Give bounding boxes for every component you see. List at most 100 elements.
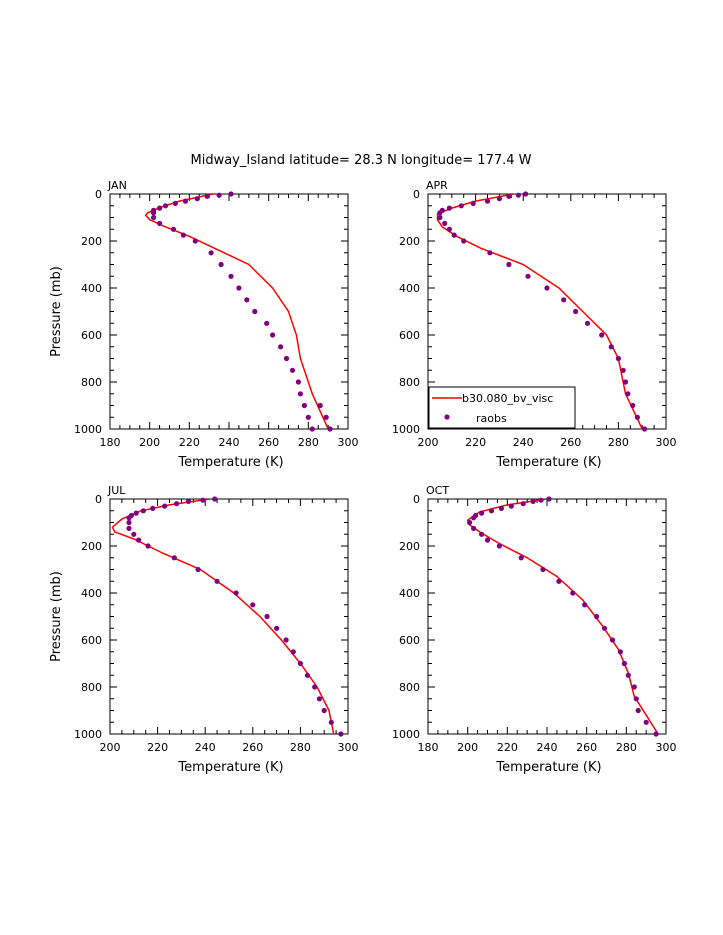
chart-0-series-raobs-point bbox=[301, 402, 307, 409]
chart-0-series-raobs-point bbox=[157, 220, 163, 226]
chart-3-series-raobs-point bbox=[609, 637, 616, 643]
chart-0-ytick-label: 0 bbox=[95, 188, 102, 201]
chart-2-series-raobs-point bbox=[297, 660, 303, 667]
chart-0-series-raobs-point bbox=[327, 426, 333, 432]
chart-1-series-raobs-point bbox=[642, 426, 648, 432]
chart-1-series-raobs-point bbox=[523, 191, 529, 197]
chart-2-ytick-label: 800 bbox=[81, 681, 102, 694]
chart-2-panel: 200 220 240 260 280 300 0 200 400 600 800 1000 JUL Te… bbox=[49, 484, 359, 775]
legend-obs-label: raobs bbox=[476, 412, 507, 425]
chart-0-series-raobs-point bbox=[172, 200, 178, 206]
chart-3-series-raobs-point bbox=[621, 660, 628, 667]
chart-1-ytick-label: 600 bbox=[399, 329, 420, 342]
chart-0-series-raobs-point bbox=[295, 379, 301, 385]
chart-1-series-model-line bbox=[436, 194, 643, 429]
chart-2-series-raobs-point bbox=[174, 501, 180, 507]
chart-0-panel: 180 200 220 240 260 280 300 0 200 400 600 800 1000 JA… bbox=[49, 179, 359, 470]
chart-0-xtick-label: 180 bbox=[100, 436, 121, 449]
chart-2-series-raobs-point bbox=[233, 590, 239, 596]
panels: 180 200 220 240 260 280 300 0 200 400 600 800 1000 JA… bbox=[49, 179, 677, 775]
chart-3-panel: 180 200 220 240 260 280 300 0 200 400 600 800 1000 OC… bbox=[392, 484, 677, 775]
chart-1-xtick-label: 300 bbox=[656, 436, 677, 449]
chart-1-series-raobs-point bbox=[573, 308, 579, 315]
legend-model-label: b30.080_bv_visc bbox=[462, 392, 553, 405]
chart-3-xtick-label: 280 bbox=[616, 741, 637, 754]
chart-1-series-raobs-point bbox=[506, 261, 512, 268]
chart-1-series-raobs-point bbox=[437, 210, 443, 216]
chart-1-series-raobs-point bbox=[487, 250, 493, 256]
chart-2-series-raobs-point bbox=[162, 503, 168, 509]
chart-2-series-raobs-point bbox=[312, 684, 318, 690]
chart-3-ytick-label: 0 bbox=[413, 493, 420, 506]
chart-0-xtick-label: 200 bbox=[139, 436, 160, 449]
chart-2-frame bbox=[109, 498, 349, 735]
chart-3-xtick-label: 220 bbox=[497, 741, 518, 754]
chart-3-series-raobs-point bbox=[496, 543, 502, 549]
chart-0-xtick-label: 280 bbox=[298, 436, 319, 449]
chart-2-ytick-label: 600 bbox=[81, 634, 102, 647]
chart-3-xtick-label: 180 bbox=[418, 741, 439, 754]
chart-2-ytick-label: 0 bbox=[95, 493, 102, 506]
chart-2-series-raobs-point bbox=[338, 731, 344, 737]
chart-1-series-raobs-point bbox=[615, 355, 622, 362]
chart-2-xtick-label: 200 bbox=[100, 741, 121, 754]
chart-3-xtick-label: 240 bbox=[537, 741, 558, 754]
chart-3-series-raobs-point bbox=[635, 707, 641, 714]
chart-0-series-raobs-point bbox=[264, 320, 270, 326]
chart-2-series-raobs-point bbox=[250, 602, 256, 608]
chart-2-series-raobs-point bbox=[316, 696, 322, 702]
figure-title: Midway_Island latitude= 28.3 N longitude… bbox=[191, 153, 532, 168]
chart-3-ytick-label: 200 bbox=[399, 540, 420, 553]
chart-3-series-raobs-point bbox=[518, 555, 524, 561]
chart-3-series-raobs-point bbox=[498, 505, 504, 511]
chart-0-series-raobs-point bbox=[244, 297, 250, 303]
chart-3-series-raobs-point bbox=[594, 613, 600, 620]
chart-0-series-raobs-point bbox=[170, 226, 177, 232]
chart-1-ytick-label: 200 bbox=[399, 235, 420, 248]
chart-2-series-raobs-point bbox=[328, 719, 334, 725]
chart-3-series-raobs-point bbox=[653, 731, 659, 737]
chart-1-series-raobs-point bbox=[446, 226, 452, 232]
chart-3-series-raobs-point bbox=[582, 602, 588, 608]
chart-3-series-raobs-point bbox=[471, 515, 477, 521]
chart-2-xlabel: Temperature (K) bbox=[177, 760, 283, 775]
chart-1-series-raobs-point bbox=[446, 205, 452, 211]
chart-2-series-raobs-point bbox=[131, 531, 137, 537]
chart-2-series-raobs-point bbox=[264, 613, 270, 620]
chart-3-series-model-line bbox=[466, 499, 659, 734]
chart-0-xtick-label: 300 bbox=[338, 436, 359, 449]
chart-0-series-raobs-point bbox=[278, 344, 284, 350]
chart-2-series-raobs-point bbox=[171, 555, 177, 561]
chart-3-series-raobs-point bbox=[617, 649, 624, 655]
chart-2-series-raobs-point bbox=[185, 498, 192, 504]
chart-0-series-raobs-point bbox=[204, 193, 210, 199]
chart-2-xtick-label: 220 bbox=[147, 741, 168, 754]
chart-1-ytick-label: 800 bbox=[399, 376, 420, 389]
chart-3-xtick-label: 300 bbox=[656, 741, 677, 754]
chart-2-ytick-label: 1000 bbox=[74, 728, 102, 741]
chart-1-series-raobs-point bbox=[561, 297, 567, 303]
chart-3-panel-label: OCT bbox=[426, 484, 449, 497]
chart-0-series-raobs-point bbox=[157, 205, 163, 211]
chart-1-ytick-label: 0 bbox=[413, 188, 420, 201]
chart-1-series-raobs-point bbox=[544, 285, 550, 291]
chart-3-series-raobs-point bbox=[601, 625, 608, 631]
chart-3-series-raobs-point bbox=[479, 510, 485, 516]
chart-0-series-raobs-point bbox=[228, 191, 234, 197]
chart-2-series-raobs-point bbox=[145, 543, 151, 549]
chart-0-ylabel: Pressure (mb) bbox=[49, 266, 64, 357]
chart-0-series-raobs-point bbox=[182, 198, 188, 204]
chart-1-series-raobs-point bbox=[625, 391, 631, 397]
chart-1-series-raobs-point bbox=[451, 232, 457, 238]
chart-2-series-raobs-point bbox=[304, 672, 311, 678]
chart-3-series-raobs-point bbox=[471, 525, 477, 532]
chart-3-series-raobs-point bbox=[488, 508, 495, 514]
chart-1-xtick-label: 200 bbox=[418, 436, 439, 449]
legend-obs-swatch bbox=[444, 414, 450, 420]
chart-3-xlabel: Temperature (K) bbox=[495, 760, 601, 775]
chart-3-series-raobs-point bbox=[570, 590, 576, 596]
chart-1-series-raobs-point bbox=[484, 198, 491, 204]
chart-2-series-raobs-point bbox=[321, 707, 327, 714]
chart-0-xtick-label: 260 bbox=[258, 436, 279, 449]
